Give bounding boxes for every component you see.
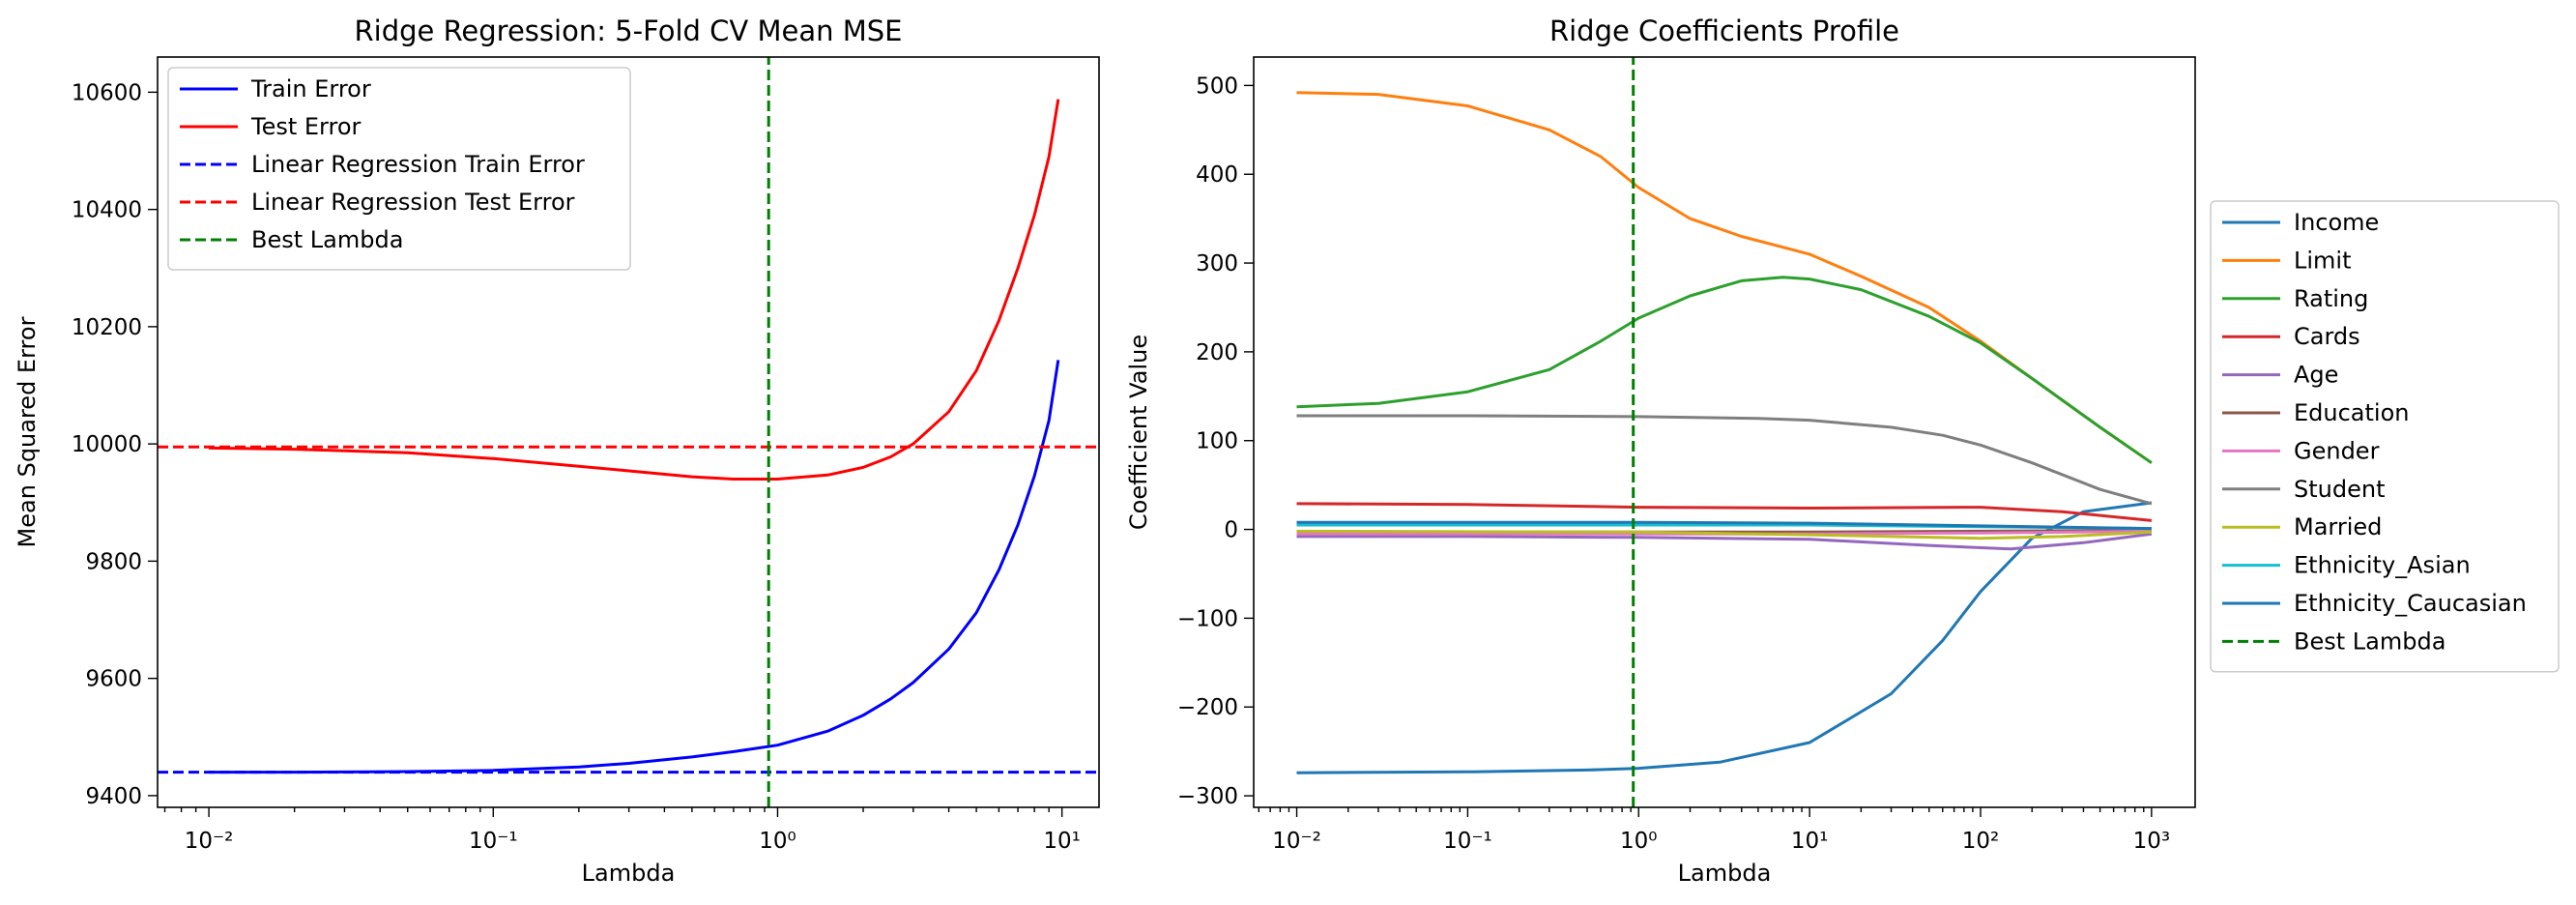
- chart-1-legend-label: Train Error: [250, 75, 371, 102]
- chart-2-legend: Income Limit Rating Cards Age Education Gender…: [2210, 200, 2560, 673]
- chart-2-y-tick-label: −300: [1177, 784, 1238, 809]
- chart-2-legend-label: Gender: [2294, 437, 2380, 464]
- chart-2: 10⁻² 10⁻¹ 10⁰ 10¹ 10² 10³ −300 −200 −100 0 100 200 3…: [1125, 15, 2560, 887]
- chart-2-series-limit: [1296, 91, 2153, 464]
- chart-1-y-tick-label: 9800: [85, 549, 142, 574]
- chart-2-legend-label: Married: [2294, 513, 2382, 540]
- chart-1-y-tick-label: 9400: [85, 784, 142, 809]
- chart-2-legend-label: Education: [2294, 399, 2409, 426]
- chart-2-title: Ridge Coefficients Profile: [1549, 15, 1899, 47]
- chart-1-legend-label: Best Lambda: [251, 226, 403, 253]
- chart-2-y-tick-label: 500: [1196, 73, 1238, 99]
- chart-2-x-tick-label: 10⁰: [1620, 829, 1658, 854]
- chart-2-legend-label: Rating: [2294, 285, 2368, 312]
- chart-1-y-tick-label: 10000: [72, 432, 142, 457]
- chart-1-legend-box: [167, 67, 631, 271]
- chart-2-series-rating: [1296, 276, 2153, 464]
- chart-2-series-cards: [1296, 502, 2153, 522]
- chart-1-x-axis-label: Lambda: [582, 860, 676, 887]
- chart-2-y-tick-label: 300: [1196, 251, 1238, 277]
- chart-2-legend-label: Best Lambda: [2294, 628, 2446, 655]
- chart-2-legend-label: Cards: [2294, 323, 2360, 350]
- chart-2-series-group: [1296, 57, 2153, 807]
- chart-1-legend: Train Error Test Error Linear Regression T…: [167, 67, 631, 271]
- chart-1-y-tick-label: 10200: [72, 315, 142, 340]
- chart-2-series-age: [1296, 532, 2153, 551]
- chart-1-x-tick-label: 10¹: [1043, 829, 1081, 854]
- chart-2-series-married: [1296, 529, 2152, 540]
- chart-1-series-test-error: [209, 99, 1060, 481]
- chart-2-legend-label: Income: [2294, 209, 2379, 236]
- chart-2-x-tick-label: 10⁻¹: [1443, 829, 1492, 854]
- chart-1-y-tick-label: 10400: [72, 198, 142, 223]
- chart-2-x-axis-label: Lambda: [1678, 860, 1772, 887]
- chart-2-series-student: [1296, 414, 2153, 506]
- chart-2-legend-label: Student: [2294, 476, 2385, 503]
- chart-2-axes-frame: [1253, 56, 2196, 808]
- chart-2-y-tick-label: 100: [1196, 429, 1238, 454]
- chart-2-legend-label: Ethnicity_Asian: [2294, 552, 2471, 579]
- chart-1-y-axis-label: Mean Squared Error: [14, 316, 41, 547]
- chart-2-y-tick-label: −100: [1177, 606, 1238, 631]
- chart-1-y-tick-label: 9600: [85, 667, 142, 692]
- chart-1-legend-label: Linear Regression Train Error: [251, 151, 585, 178]
- chart-1-x-tick-label: 10⁻¹: [469, 829, 518, 854]
- chart-2-y-tick-label: 200: [1196, 340, 1238, 365]
- chart-2-legend-label: Limit: [2294, 247, 2352, 274]
- chart-1-title: Ridge Regression: 5-Fold CV Mean MSE: [355, 15, 903, 47]
- chart-1-x-tick-label: 10⁰: [759, 829, 796, 854]
- chart-2-y-tick-label: 0: [1224, 518, 1238, 543]
- chart-2-y-tick-label: −200: [1177, 695, 1238, 720]
- chart-2-series-income: [1296, 501, 2153, 774]
- chart-2-y-axis-label: Coefficient Value: [1125, 335, 1152, 530]
- chart-1-legend-label: Test Error: [250, 113, 362, 140]
- chart-2-y-tick-label: 400: [1196, 162, 1238, 188]
- chart-1-legend-label: Linear Regression Test Error: [251, 189, 575, 216]
- chart-1-y-tick-label: 10600: [72, 80, 142, 105]
- chart-2-legend-box: [2210, 200, 2560, 673]
- chart-1-series-group: [158, 57, 1099, 807]
- chart-2-x-tick-label: 10²: [1962, 829, 2000, 854]
- chart-1-x-tick-label: 10⁻²: [185, 829, 234, 854]
- chart-2-series-ethnicity-caucasian: [1296, 520, 2152, 531]
- chart-1-series-train-error: [209, 360, 1060, 774]
- chart-2-legend-label: Ethnicity_Caucasian: [2294, 590, 2527, 617]
- chart-2-x-tick-label: 10⁻²: [1272, 829, 1321, 854]
- chart-2-x-tick-label: 10³: [2133, 829, 2171, 854]
- chart-1: 10⁻² 10⁻¹ 10⁰ 10¹ 9400 9600 9800 10000 10200 1040…: [14, 15, 1100, 887]
- chart-2-legend-label: Age: [2294, 362, 2338, 389]
- chart-2-x-tick-label: 10¹: [1791, 829, 1829, 854]
